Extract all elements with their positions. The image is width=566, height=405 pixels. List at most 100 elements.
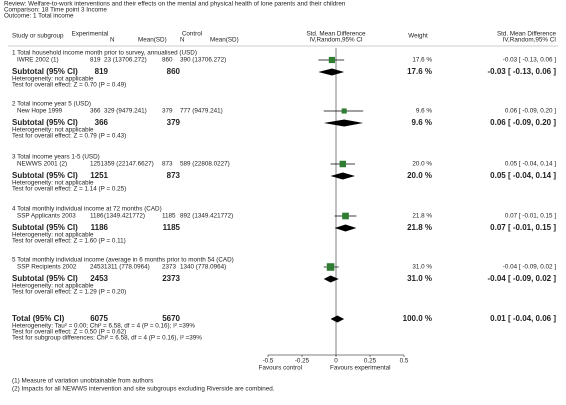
- subtotal-n: 379: [167, 118, 181, 127]
- subtotal-ci: 0.07 [ -0.01, 0.15 ]: [490, 223, 556, 232]
- ci-label: -0.04 [ -0.09, 0.02 ]: [503, 264, 556, 271]
- footnote: (1) Measure of variation unobtainable fr…: [12, 378, 153, 385]
- n-ctrl: 873: [162, 161, 173, 168]
- favours-right: Favours experimental: [330, 365, 391, 372]
- group-title: 3 Total income years 1-5 (USD): [12, 154, 100, 161]
- x-tick-label: 0.25: [364, 358, 377, 365]
- mean-exp: 359 (22147.6627): [104, 161, 154, 168]
- x-tick-label: 0: [334, 358, 338, 365]
- subtotal-ci: -0.04 [ -0.09, 0.02 ]: [488, 274, 557, 283]
- total-note: Test for subgroup differences: Chi² = 6.…: [12, 335, 202, 342]
- subtotal-label: Subtotal (95% CI): [12, 118, 78, 127]
- mean-ctrl: 1340 (778.0964): [180, 264, 226, 271]
- heterogeneity: Heterogeneity: not applicable: [12, 232, 94, 239]
- footnote: (2) Impacts for all NEWWS intervention a…: [12, 386, 275, 393]
- favours-left: Favours control: [259, 365, 302, 372]
- study-name: New Hope 1999: [17, 108, 63, 115]
- col-method: IV,Random,95% CI: [309, 37, 363, 44]
- subtotal-weight: 9.6 %: [412, 118, 432, 127]
- study-square: [339, 160, 347, 168]
- diamond: [323, 119, 364, 127]
- n-exp: 1251: [90, 161, 105, 168]
- outcome: Outcome: 1 Total income: [4, 13, 74, 20]
- review: Review: Welfare-to-work interventions an…: [4, 1, 346, 8]
- subtotal-label: Subtotal (95% CI): [12, 274, 78, 283]
- mean-exp: 329 (9479.241): [104, 108, 147, 115]
- subtotal-ci: 0.05 [ -0.04, 0.14 ]: [490, 171, 556, 180]
- n-ctrl: 2373: [162, 264, 177, 271]
- heterogeneity: Heterogeneity: not applicable: [12, 180, 94, 187]
- study-name: IWRE 2002 (1): [17, 57, 59, 64]
- study-name: NEWWS 2001 (2): [17, 161, 67, 168]
- subtotal-weight: 31.0 %: [407, 274, 432, 283]
- col-method: IV,Random,95% CI: [503, 37, 557, 44]
- group-title: 1 Total household income month prior to …: [12, 50, 197, 57]
- study-square: [326, 263, 335, 271]
- subtotal-n: 819: [95, 67, 109, 76]
- study-square: [328, 56, 336, 64]
- study-name: SSP Recipients 2002: [17, 264, 77, 271]
- n-exp: 819: [90, 57, 101, 64]
- weight: 9.6 %: [416, 108, 433, 115]
- subtotal-weight: 21.8 %: [407, 223, 432, 232]
- subtotal-weight: 20.0 %: [407, 171, 432, 180]
- subtotal-n: 2453: [90, 274, 108, 283]
- mean-ctrl: 589 (22808.0227): [180, 161, 230, 168]
- col-smd: Std. Mean Difference: [497, 31, 557, 38]
- mean-exp: 23 (13706.272): [104, 57, 147, 64]
- subtotal-n: 860: [167, 67, 181, 76]
- heterogeneity: Heterogeneity: not applicable: [12, 76, 94, 83]
- study-square: [342, 212, 349, 220]
- overall-effect: Test for overall effect: Z = 0.79 (P = 0…: [12, 133, 126, 140]
- weight: 21.8 %: [412, 213, 432, 220]
- overall-effect: Test for overall effect: Z = 1.29 (P = 0…: [12, 289, 126, 296]
- overall-effect: Test for overall effect: Z = 0.70 (P = 0…: [12, 82, 126, 89]
- subtotal-n: 6075: [90, 314, 108, 323]
- diamond: [330, 172, 356, 180]
- col-study: Study or subgroup: [12, 33, 64, 40]
- subtotal-n: 873: [167, 171, 181, 180]
- subtotal-ci: 0.06 [ -0.09, 0.20 ]: [490, 118, 556, 127]
- subtotal-n: 1186: [91, 223, 109, 232]
- n-exp: 2453: [90, 264, 105, 271]
- subtotal-label: Subtotal (95% CI): [12, 67, 78, 76]
- heterogeneity: Heterogeneity: not applicable: [12, 283, 94, 290]
- n-ctrl: 1185: [162, 213, 176, 220]
- n-ctrl: 379: [162, 108, 173, 115]
- subtotal-n: 2373: [162, 274, 180, 283]
- n-exp: 1186: [90, 213, 104, 220]
- ci-label: 0.07 [ -0.01, 0.15 ]: [505, 213, 556, 220]
- x-tick-label: 0.5: [400, 358, 409, 365]
- ci-label: 0.06 [ -0.09, 0.20 ]: [505, 108, 556, 115]
- subtotal-weight: 100.0 %: [403, 314, 432, 323]
- diamond: [323, 275, 339, 283]
- col-smd: Std. Mean Difference: [306, 31, 366, 38]
- col-mean: Mean(SD): [138, 37, 167, 44]
- overall-effect: Test for overall effect: Z = 1.60 (P = 0…: [12, 238, 126, 245]
- mean-ctrl: 777 (9479.241): [180, 108, 223, 115]
- weight: 31.0 %: [412, 264, 432, 271]
- subtotal-n: 1251: [90, 171, 108, 180]
- subtotal-label: Subtotal (95% CI): [12, 171, 78, 180]
- col-n: N: [110, 37, 115, 44]
- group-title: 4 Total monthly individual income at 72 …: [12, 206, 162, 213]
- comparison: Comparison: 18 Time point 3 Income: [4, 7, 107, 14]
- x-tick-label: -0.5: [263, 358, 274, 365]
- col-mean: Mean(SD): [210, 37, 239, 44]
- diamond: [318, 68, 345, 76]
- col-exp: Experimental: [72, 31, 109, 38]
- total-note: Heterogeneity: Tau² = 0.00; Chi² = 6.58,…: [12, 323, 195, 330]
- subtotal-n: 366: [95, 118, 109, 127]
- subtotal-ci: -0.03 [ -0.13, 0.06 ]: [488, 67, 557, 76]
- mean-ctrl: 390 (13706.272): [180, 57, 226, 64]
- diamond: [334, 224, 357, 232]
- col-weight: Weight: [408, 33, 428, 40]
- group-title: 2 Total income year 5 (USD): [12, 101, 91, 108]
- col-n: N: [180, 37, 185, 44]
- n-ctrl: 860: [162, 57, 173, 64]
- study-name: SSP Applicants 2003: [17, 213, 76, 220]
- mean-exp: 1311 (778.0964): [104, 264, 150, 271]
- ci-label: -0.03 [ -0.13, 0.06 ]: [503, 57, 556, 64]
- col-ctrl: Control: [182, 31, 202, 38]
